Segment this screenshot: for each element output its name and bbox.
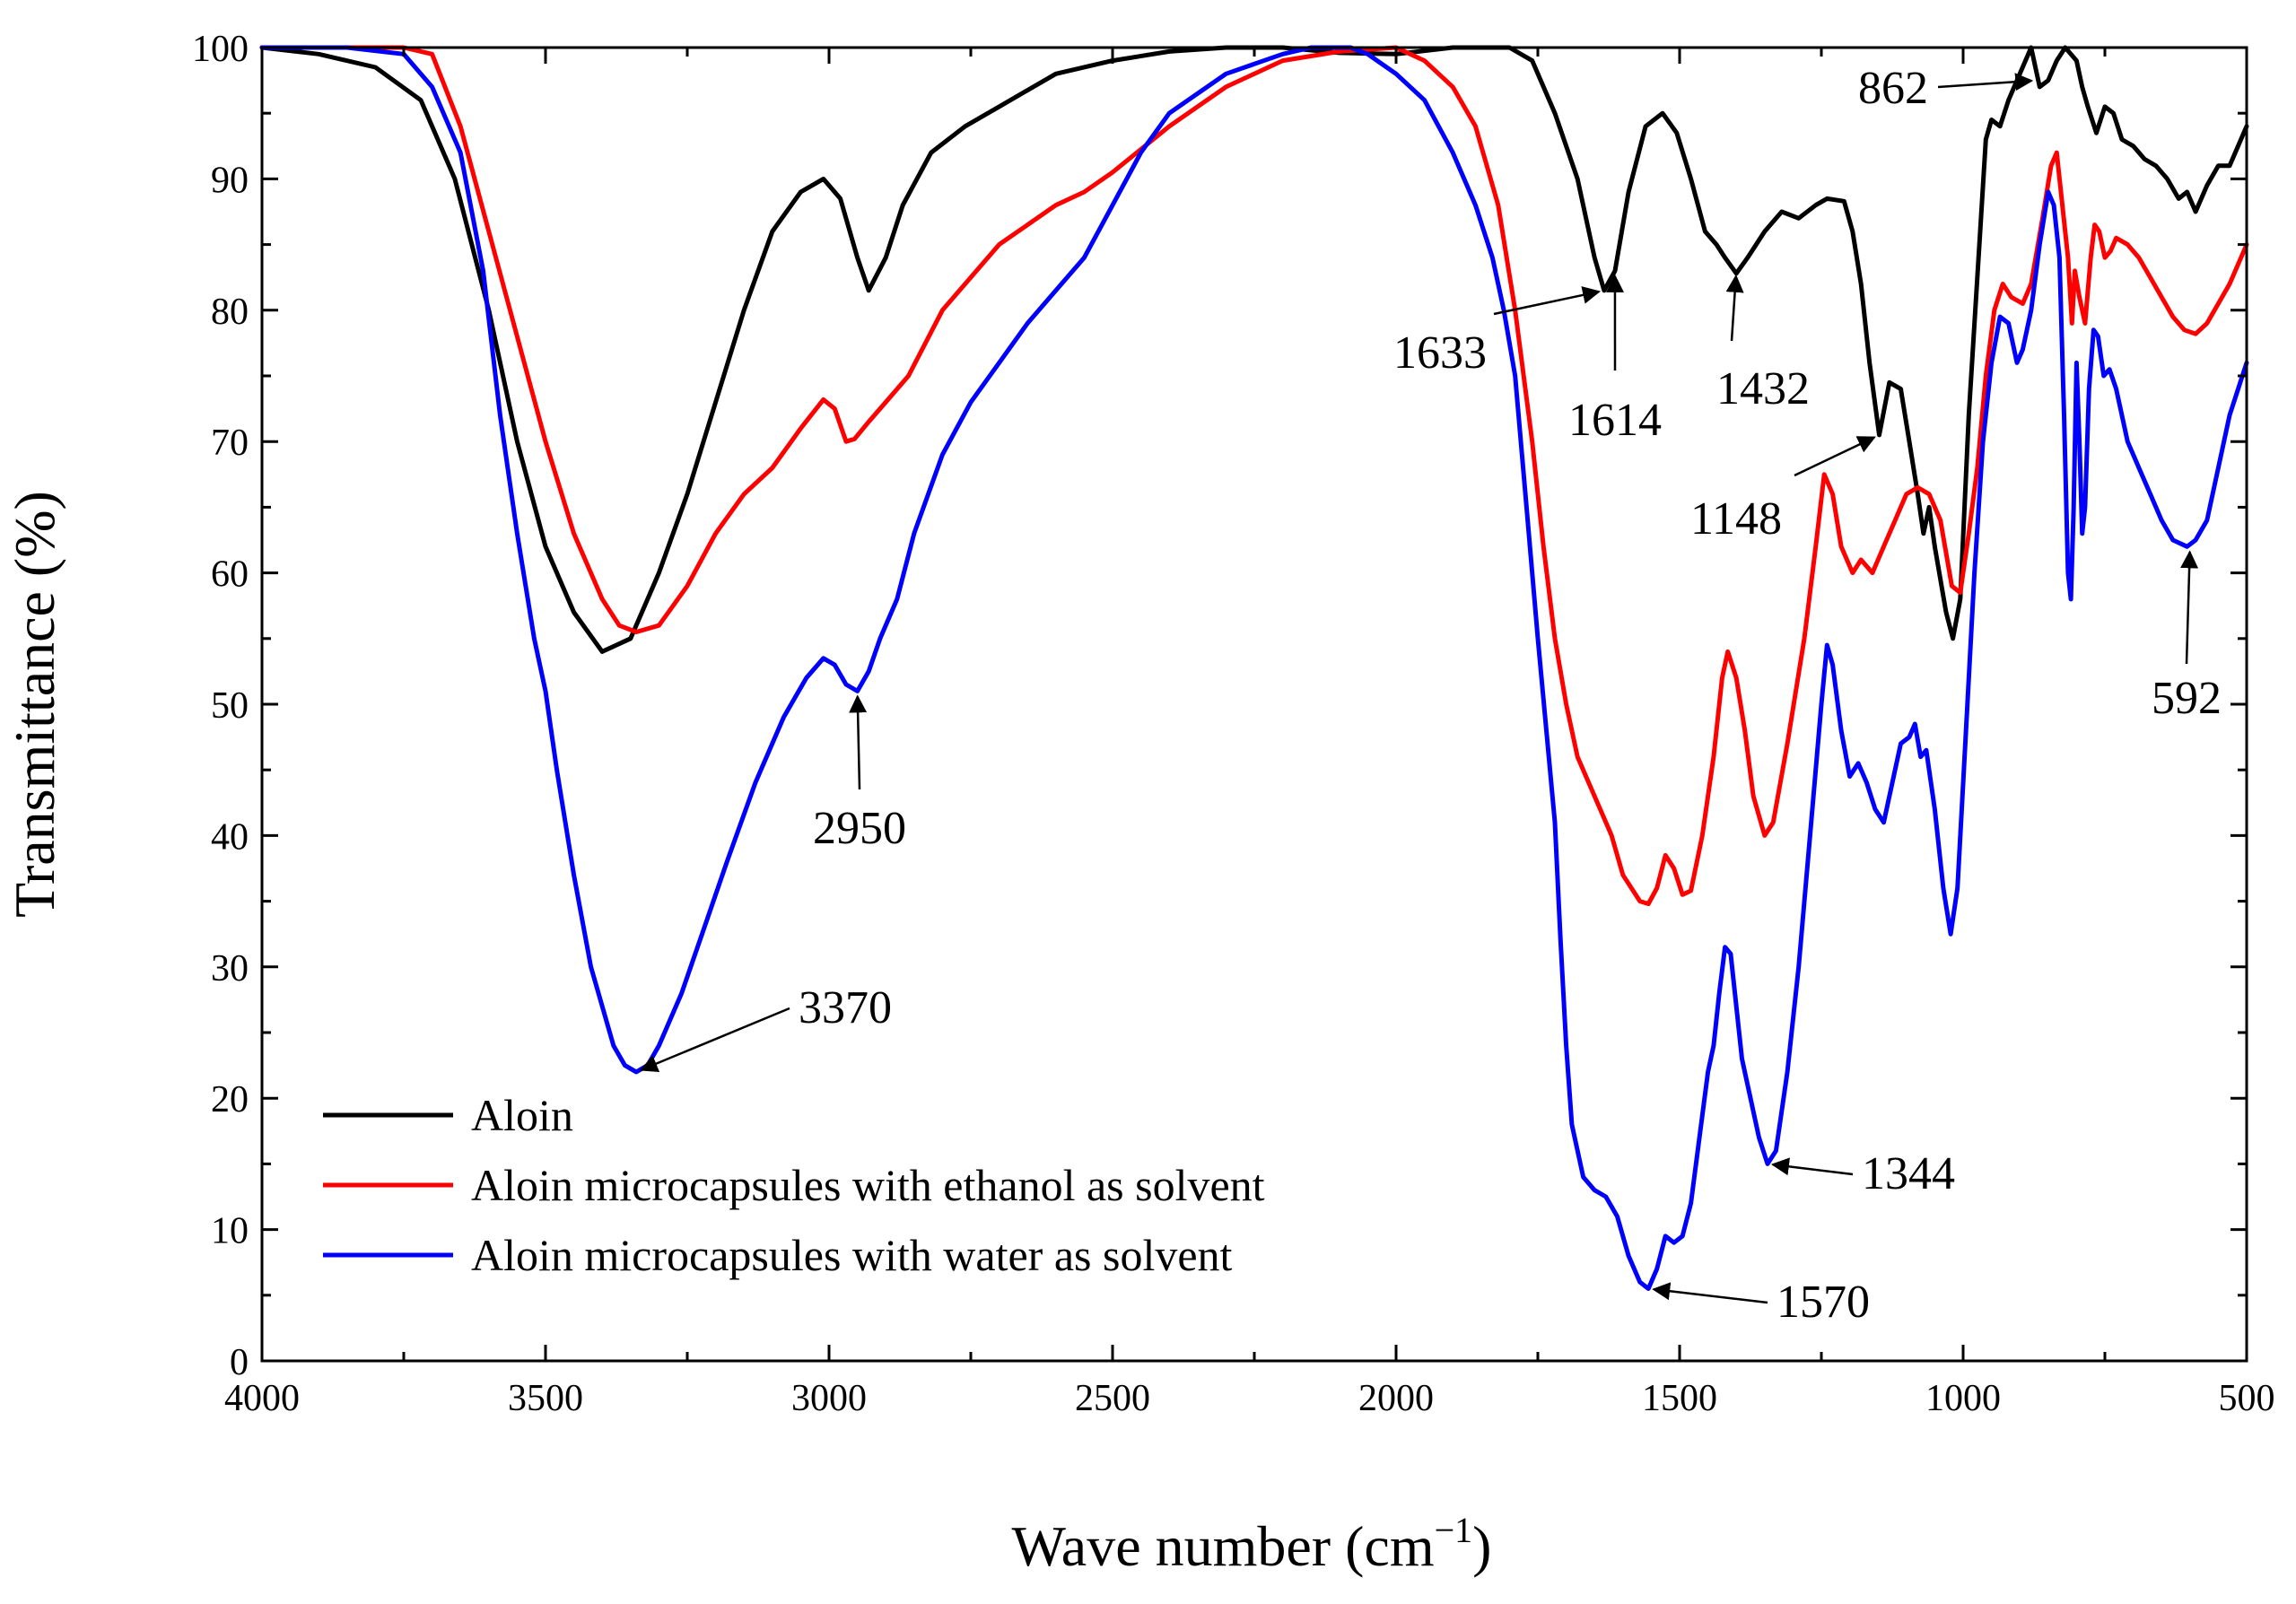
y-tick-label-1: 10 — [211, 1211, 249, 1252]
legend: Aloin Aloin microcapsules with ethanol as… — [323, 1090, 1265, 1280]
annotation-arrow-1633 — [1493, 286, 1602, 316]
series-layer — [259, 45, 2249, 1291]
annotation-layer: 3370 2950 1633 1614 1432 1148 862 592 1344 1570 — [639, 63, 2222, 1328]
y-tick-label-4: 40 — [211, 816, 249, 858]
annotation-arrow-862 — [1937, 73, 2034, 92]
annotation-label-862: 862 — [1858, 63, 1928, 114]
series-line-2 — [259, 45, 2249, 1291]
y-tick-label-10: 100 — [192, 29, 249, 70]
annotation-label-3370: 3370 — [799, 982, 892, 1033]
annotation-label-592: 592 — [2152, 673, 2222, 724]
annotation-arrow-1570 — [1652, 1282, 1768, 1304]
y-tick-label-7: 70 — [211, 423, 249, 464]
annotation-label-1614: 1614 — [1568, 395, 1662, 446]
x-tick-label-1: 3500 — [508, 1378, 583, 1419]
y-tick-label-2: 20 — [211, 1079, 249, 1120]
x-axis-title: Wave number (cm−1) — [1012, 1510, 1492, 1578]
y-axis-title: Transmittance (%) — [3, 491, 66, 918]
x-tick-label-6: 1000 — [1925, 1378, 2001, 1419]
x-axis-title-close: ) — [1472, 1514, 1491, 1578]
annotation-label-1432: 1432 — [1716, 363, 1810, 414]
legend-label-2: Aloin microcapsules with water as solven… — [471, 1230, 1233, 1280]
series-line-1 — [259, 45, 2249, 906]
y-tick-label-3: 30 — [211, 948, 249, 989]
x-axis-title-main: Wave number (cm — [1012, 1514, 1435, 1578]
y-tick-label-5: 50 — [211, 685, 249, 727]
annotation-label-1570: 1570 — [1777, 1277, 1870, 1328]
series-line-0 — [259, 45, 2249, 654]
x-tick-label-0: 4000 — [224, 1378, 300, 1419]
x-tick-label-3: 2500 — [1075, 1378, 1150, 1419]
y-tick-label-9: 90 — [211, 160, 249, 201]
y-tick-label-6: 60 — [211, 554, 249, 596]
annotation-label-1344: 1344 — [1862, 1148, 1955, 1199]
annotation-label-2950: 2950 — [813, 803, 906, 854]
axes-layer: 4000 3500 3000 2500 2000 1500 1000 500 0 10 20 30 40… — [192, 29, 2275, 1419]
annotation-label-1148: 1148 — [1690, 493, 1782, 545]
annotation-arrow-592 — [2180, 550, 2199, 665]
y-tick-label-8: 80 — [211, 292, 249, 333]
legend-label-1: Aloin microcapsules with ethanol as solv… — [471, 1160, 1265, 1210]
y-tick-label-0: 0 — [230, 1342, 249, 1383]
annotation-arrow-2950 — [849, 694, 868, 790]
x-tick-label-5: 1500 — [1642, 1378, 1717, 1419]
annotation-arrow-3370 — [639, 1007, 790, 1072]
x-tick-label-7: 500 — [2219, 1378, 2275, 1419]
x-axis-title-sup: −1 — [1435, 1510, 1473, 1550]
annotation-arrow-1148 — [1794, 436, 1876, 477]
x-tick-label-4: 2000 — [1358, 1378, 1434, 1419]
annotation-label-1633: 1633 — [1393, 327, 1487, 379]
legend-label-0: Aloin — [471, 1090, 573, 1140]
x-tick-label-2: 3000 — [791, 1378, 867, 1419]
annotation-arrow-1344 — [1770, 1157, 1854, 1176]
annotation-arrow-1432 — [1725, 274, 1744, 342]
